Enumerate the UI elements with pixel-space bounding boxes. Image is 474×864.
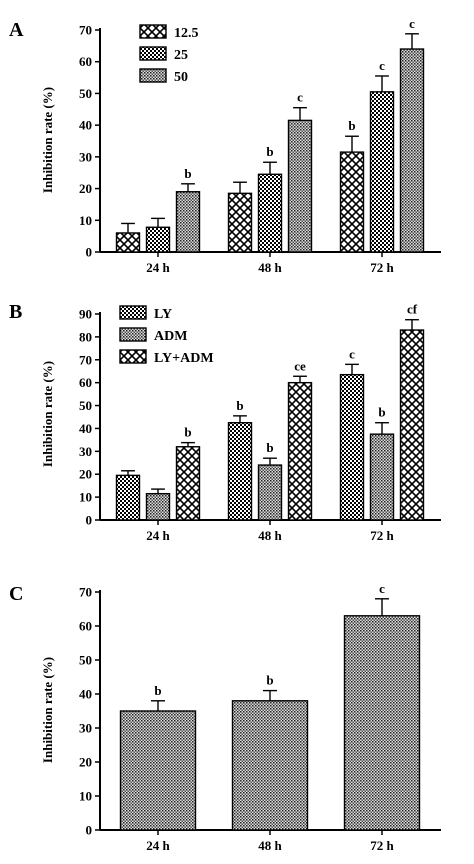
y-tick-label: 60 [79, 619, 92, 634]
y-tick-label: 20 [79, 467, 92, 482]
bar [257, 173, 283, 253]
y-tick-label: 70 [79, 585, 92, 600]
x-tick-label: 24 h [146, 528, 170, 543]
x-tick-label: 48 h [258, 528, 282, 543]
y-axis-label: Inhibition rate (%) [40, 361, 55, 467]
x-tick-label: 24 h [146, 838, 170, 853]
y-tick-label: 10 [79, 490, 92, 505]
x-tick-label: 72 h [370, 838, 394, 853]
y-axis-label: Inhibition rate (%) [40, 657, 55, 763]
panel-a: A Inhibition rate (%) 0 10 20 30 40 50 60 70 24 … [9, 16, 441, 275]
bar [175, 446, 201, 521]
panel-label: B [9, 301, 22, 323]
significance-label: c [409, 16, 415, 31]
significance-label: b [184, 166, 191, 181]
significance-label: c [379, 58, 385, 73]
bar [287, 381, 313, 521]
y-tick-label: 20 [79, 181, 92, 196]
y-tick-label: 50 [79, 653, 92, 668]
panel-label: A [9, 19, 24, 41]
y-tick-label: 0 [86, 513, 93, 528]
y-tick-label: 20 [79, 755, 92, 770]
bar [227, 422, 253, 521]
bar [119, 710, 197, 831]
legend-label: 50 [174, 70, 188, 85]
y-tick-label: 10 [79, 789, 92, 804]
significance-label: cf [407, 302, 418, 317]
significance-label: b [348, 118, 355, 133]
y-tick-label: 30 [79, 444, 92, 459]
plot-area: 0 10 20 30 40 50 60 70 24 h b 48 h b c 72 h b c c 12.5 25 5… [79, 16, 441, 275]
panel-b: B Inhibition rate (%) 0 10 20 30 40 50 60 70 80 9… [9, 301, 441, 543]
significance-label: b [266, 144, 273, 159]
bar [227, 192, 253, 253]
bar [175, 191, 201, 253]
x-tick-label: 24 h [146, 260, 170, 275]
legend-swatch [119, 327, 147, 342]
bar [339, 151, 365, 253]
y-tick-label: 70 [79, 352, 92, 367]
legend-swatch [139, 46, 167, 61]
bar [145, 226, 171, 253]
bar [369, 433, 395, 521]
bar [115, 474, 141, 521]
panel-c: C Inhibition rate (%) 0 10 20 30 40 50 60 70 24 … [9, 581, 441, 853]
bar [115, 232, 141, 253]
bar [287, 119, 313, 253]
bar [145, 492, 171, 521]
legend-swatch [119, 305, 147, 320]
legend-swatch [139, 24, 167, 39]
bar [339, 373, 365, 521]
y-tick-label: 80 [79, 329, 92, 344]
y-axis-label: Inhibition rate (%) [40, 87, 55, 193]
legend-label: 12.5 [174, 26, 199, 41]
significance-label: ce [294, 358, 306, 373]
plot-area: 0 10 20 30 40 50 60 70 24 h b 48 h b 72 h c [79, 581, 441, 853]
significance-label: b [266, 673, 273, 688]
y-tick-label: 60 [79, 54, 92, 69]
y-tick-label: 70 [79, 23, 92, 38]
bar [369, 91, 395, 253]
y-tick-label: 40 [79, 118, 92, 133]
bar [257, 464, 283, 521]
significance-label: b [184, 425, 191, 440]
x-tick-label: 48 h [258, 260, 282, 275]
bar [399, 329, 425, 521]
x-tick-label: 72 h [370, 260, 394, 275]
plot-area: 0 10 20 30 40 50 60 70 80 90 24 h b 48 h b b ce 72 h c b cf… [79, 302, 441, 543]
y-tick-label: 0 [86, 823, 93, 838]
significance-label: b [154, 683, 161, 698]
significance-label: c [379, 581, 385, 596]
bar [399, 48, 425, 253]
legend-label: 25 [174, 48, 188, 63]
legend-swatch [119, 349, 147, 364]
significance-label: b [378, 405, 385, 420]
legend-label: LY [154, 307, 172, 322]
significance-label: b [266, 440, 273, 455]
y-tick-label: 30 [79, 149, 92, 164]
y-tick-label: 40 [79, 421, 92, 436]
legend-label: LY+ADM [154, 351, 214, 366]
y-tick-label: 50 [79, 398, 92, 413]
significance-label: c [297, 90, 303, 105]
x-tick-label: 72 h [370, 528, 394, 543]
y-tick-label: 10 [79, 213, 92, 228]
bar [343, 615, 421, 831]
y-tick-label: 90 [79, 307, 92, 322]
y-tick-label: 30 [79, 721, 92, 736]
panel-label: C [9, 583, 23, 605]
x-tick-label: 48 h [258, 838, 282, 853]
legend-label: ADM [154, 329, 187, 344]
y-tick-label: 60 [79, 375, 92, 390]
y-tick-label: 50 [79, 86, 92, 101]
y-tick-label: 0 [86, 245, 93, 260]
legend-swatch [139, 68, 167, 83]
bar [231, 700, 309, 831]
significance-label: b [236, 398, 243, 413]
significance-label: c [349, 346, 355, 361]
y-tick-label: 40 [79, 687, 92, 702]
